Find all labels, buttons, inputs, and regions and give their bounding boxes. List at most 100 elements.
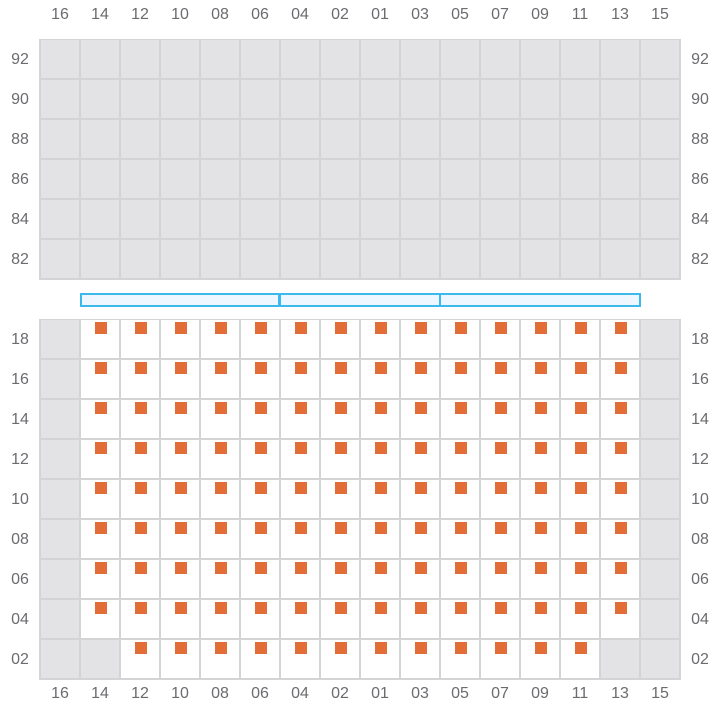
available-seat[interactable] (121, 360, 159, 398)
available-seat[interactable] (561, 600, 599, 638)
available-seat[interactable] (321, 640, 359, 678)
available-seat[interactable] (481, 560, 519, 598)
available-seat[interactable] (121, 600, 159, 638)
available-seat[interactable] (441, 320, 479, 358)
available-seat[interactable] (321, 520, 359, 558)
available-seat[interactable] (481, 600, 519, 638)
available-seat[interactable] (281, 480, 319, 518)
available-seat[interactable] (521, 400, 559, 438)
available-seat[interactable] (281, 320, 319, 358)
available-seat[interactable] (481, 360, 519, 398)
section-bar-segment[interactable] (439, 293, 641, 307)
available-seat[interactable] (561, 440, 599, 478)
available-seat[interactable] (281, 520, 319, 558)
available-seat[interactable] (201, 440, 239, 478)
available-seat[interactable] (361, 440, 399, 478)
available-seat[interactable] (321, 360, 359, 398)
available-seat[interactable] (561, 520, 599, 558)
available-seat[interactable] (281, 640, 319, 678)
available-seat[interactable] (441, 360, 479, 398)
available-seat[interactable] (281, 600, 319, 638)
available-seat[interactable] (601, 560, 639, 598)
available-seat[interactable] (361, 520, 399, 558)
available-seat[interactable] (401, 440, 439, 478)
available-seat[interactable] (241, 520, 279, 558)
available-seat[interactable] (241, 560, 279, 598)
available-seat[interactable] (241, 600, 279, 638)
available-seat[interactable] (481, 320, 519, 358)
available-seat[interactable] (361, 360, 399, 398)
available-seat[interactable] (161, 480, 199, 518)
available-seat[interactable] (201, 480, 239, 518)
available-seat[interactable] (521, 640, 559, 678)
available-seat[interactable] (441, 520, 479, 558)
available-seat[interactable] (561, 640, 599, 678)
available-seat[interactable] (361, 400, 399, 438)
available-seat[interactable] (321, 560, 359, 598)
available-seat[interactable] (601, 320, 639, 358)
available-seat[interactable] (201, 400, 239, 438)
available-seat[interactable] (81, 400, 119, 438)
available-seat[interactable] (241, 640, 279, 678)
available-seat[interactable] (361, 320, 399, 358)
available-seat[interactable] (81, 360, 119, 398)
available-seat[interactable] (361, 560, 399, 598)
available-seat[interactable] (321, 440, 359, 478)
available-seat[interactable] (401, 560, 439, 598)
available-seat[interactable] (361, 640, 399, 678)
available-seat[interactable] (81, 440, 119, 478)
available-seat[interactable] (321, 480, 359, 518)
available-seat[interactable] (521, 520, 559, 558)
available-seat[interactable] (161, 520, 199, 558)
available-seat[interactable] (481, 640, 519, 678)
available-seat[interactable] (601, 440, 639, 478)
available-seat[interactable] (81, 600, 119, 638)
available-seat[interactable] (201, 640, 239, 678)
available-seat[interactable] (121, 640, 159, 678)
available-seat[interactable] (321, 320, 359, 358)
available-seat[interactable] (161, 440, 199, 478)
section-bar-segment[interactable] (279, 293, 441, 307)
available-seat[interactable] (441, 400, 479, 438)
available-seat[interactable] (521, 560, 559, 598)
available-seat[interactable] (561, 360, 599, 398)
available-seat[interactable] (121, 320, 159, 358)
available-seat[interactable] (121, 520, 159, 558)
available-seat[interactable] (241, 440, 279, 478)
available-seat[interactable] (241, 400, 279, 438)
available-seat[interactable] (161, 320, 199, 358)
available-seat[interactable] (601, 600, 639, 638)
available-seat[interactable] (201, 360, 239, 398)
available-seat[interactable] (401, 600, 439, 638)
available-seat[interactable] (81, 480, 119, 518)
available-seat[interactable] (161, 360, 199, 398)
available-seat[interactable] (161, 400, 199, 438)
available-seat[interactable] (281, 400, 319, 438)
available-seat[interactable] (601, 400, 639, 438)
available-seat[interactable] (481, 400, 519, 438)
available-seat[interactable] (401, 480, 439, 518)
available-seat[interactable] (161, 560, 199, 598)
available-seat[interactable] (161, 640, 199, 678)
available-seat[interactable] (401, 400, 439, 438)
available-seat[interactable] (121, 440, 159, 478)
available-seat[interactable] (201, 320, 239, 358)
available-seat[interactable] (441, 480, 479, 518)
available-seat[interactable] (401, 520, 439, 558)
available-seat[interactable] (561, 320, 599, 358)
available-seat[interactable] (241, 320, 279, 358)
available-seat[interactable] (401, 640, 439, 678)
available-seat[interactable] (281, 560, 319, 598)
available-seat[interactable] (521, 360, 559, 398)
available-seat[interactable] (521, 320, 559, 358)
available-seat[interactable] (561, 400, 599, 438)
available-seat[interactable] (201, 560, 239, 598)
available-seat[interactable] (601, 360, 639, 398)
available-seat[interactable] (361, 600, 399, 638)
available-seat[interactable] (281, 360, 319, 398)
available-seat[interactable] (121, 400, 159, 438)
available-seat[interactable] (481, 480, 519, 518)
available-seat[interactable] (361, 480, 399, 518)
available-seat[interactable] (521, 440, 559, 478)
available-seat[interactable] (441, 640, 479, 678)
